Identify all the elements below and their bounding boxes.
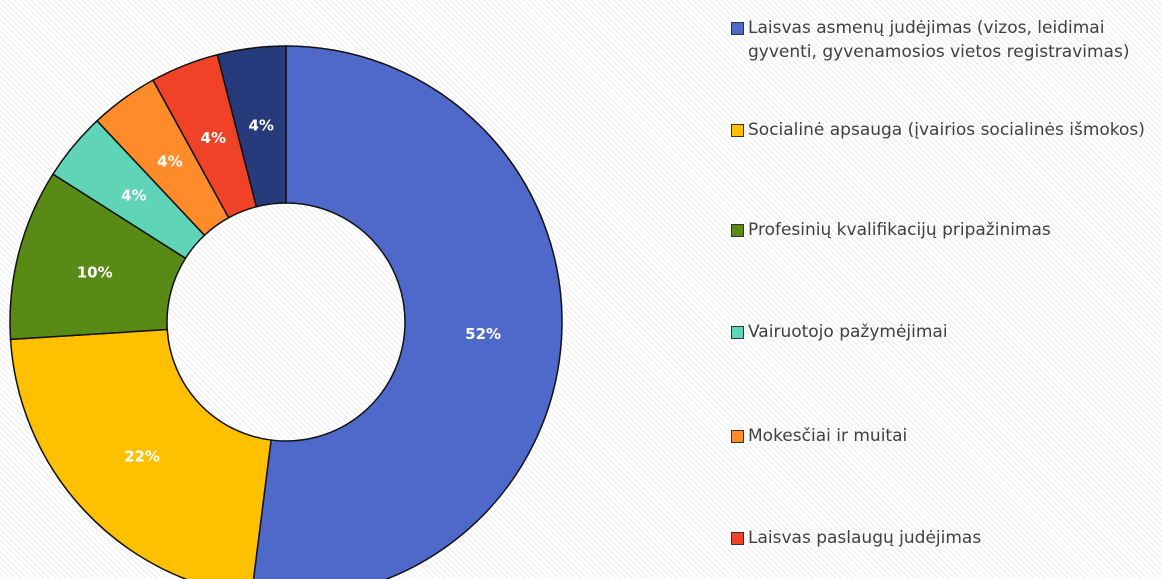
legend-entry: Profesinių kvalifikacijų pripažinimas bbox=[731, 218, 1156, 242]
legend-label: Vairuotojo pažymėjimai bbox=[748, 322, 948, 342]
value-label: 4% bbox=[157, 153, 182, 171]
legend-entry: Vairuotojo pažymėjimai bbox=[731, 320, 1156, 344]
donut-slice bbox=[9, 328, 272, 579]
legend-swatch bbox=[731, 532, 744, 545]
legend-swatch bbox=[731, 430, 744, 443]
value-label: 22% bbox=[124, 448, 160, 466]
value-label: 4% bbox=[249, 117, 274, 135]
legend-swatch bbox=[731, 224, 744, 237]
value-label: 4% bbox=[121, 187, 146, 205]
legend-swatch bbox=[731, 326, 744, 339]
legend-label: Socialinė apsauga (įvairios socialinės i… bbox=[748, 120, 1145, 140]
legend-entry: Laisvas paslaugų judėjimas bbox=[731, 526, 1156, 550]
legend-label: Mokesčiai ir muitai bbox=[748, 426, 908, 446]
value-label: 4% bbox=[201, 129, 226, 147]
donut-slice bbox=[216, 45, 287, 208]
legend-swatch bbox=[731, 124, 744, 137]
donut-slice bbox=[252, 45, 563, 579]
legend-label: Laisvas asmenų judėjimas (vizos, leidima… bbox=[748, 18, 1130, 62]
legend-entry: Mokesčiai ir muitai bbox=[731, 424, 1156, 448]
value-label: 52% bbox=[465, 325, 501, 343]
legend-label: Laisvas paslaugų judėjimas bbox=[748, 528, 982, 548]
legend-entry: Laisvas asmenų judėjimas (vizos, leidima… bbox=[731, 16, 1156, 64]
legend-swatch bbox=[731, 22, 744, 35]
legend-label: Profesinių kvalifikacijų pripažinimas bbox=[748, 220, 1051, 240]
legend-entry: Socialinė apsauga (įvairios socialinės i… bbox=[731, 118, 1156, 142]
value-label: 10% bbox=[77, 263, 113, 281]
